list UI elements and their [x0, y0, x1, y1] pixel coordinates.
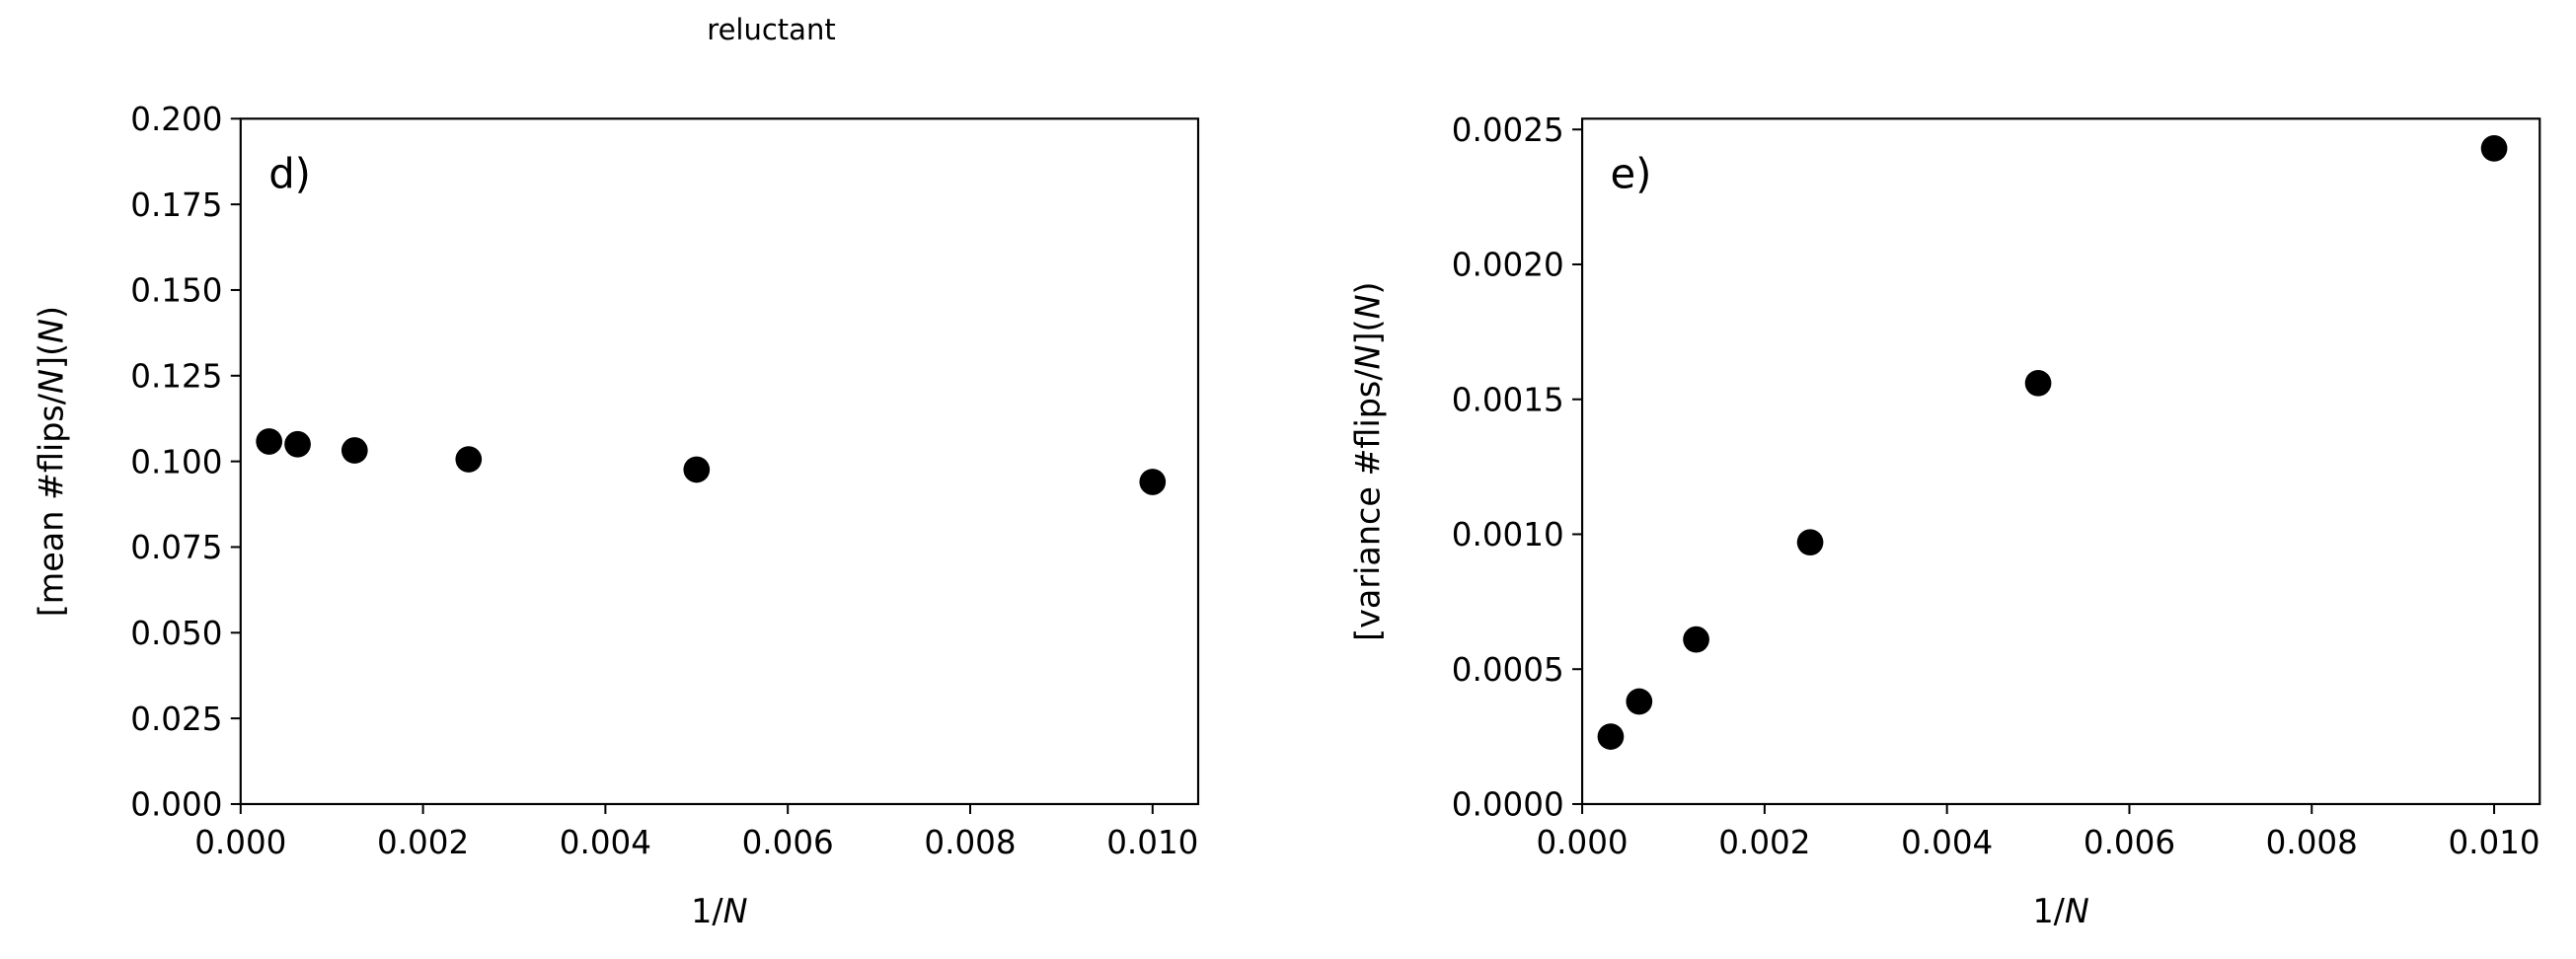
- y-tick-label: 0.100: [130, 443, 222, 480]
- figure-title: reluctant: [707, 13, 836, 46]
- data-point: [1626, 688, 1653, 715]
- x-axis-label: 1/N: [2032, 892, 2088, 930]
- data-point: [1683, 626, 1709, 653]
- y-tick-label: 0.075: [130, 529, 222, 566]
- x-tick-label: 0.008: [924, 824, 1016, 861]
- x-tick-label: 0.006: [742, 824, 834, 861]
- x-tick-label: 0.010: [2448, 824, 2539, 861]
- y-tick-label: 0.200: [130, 101, 222, 138]
- y-tick-label: 0.0020: [1452, 247, 1564, 284]
- data-point: [2480, 135, 2508, 162]
- y-tick-label: 0.0025: [1452, 111, 1564, 149]
- plot-frame: [239, 117, 1200, 806]
- x-tick-label: 0.010: [1106, 824, 1198, 861]
- x-axis-label: 1/N: [691, 892, 747, 930]
- x-tick-label: 0.000: [1536, 824, 1628, 861]
- chart-panel-e: 0.000 0.002 0.004 0.006 0.008 0.010 0.0000 0.00…: [1349, 111, 2541, 930]
- x-tick-label: 0.002: [377, 824, 469, 861]
- chart-panel-d: 0.000 0.002 0.004 0.006 0.008 0.010 0.000 0.025…: [32, 101, 1200, 930]
- y-axis-label: [variance #flips/N](N): [1349, 281, 1388, 640]
- y-tick-label: 0.150: [130, 272, 222, 310]
- x-tick-label: 0.000: [194, 824, 286, 861]
- data-point: [1796, 529, 1824, 556]
- data-point: [256, 428, 283, 455]
- x-tick-label: 0.004: [1901, 824, 1993, 861]
- data-point: [284, 430, 311, 458]
- x-tick-label: 0.002: [1718, 824, 1810, 861]
- x-tick-label: 0.006: [2084, 824, 2175, 861]
- y-tick-label: 0.125: [130, 357, 222, 395]
- y-tick-label: 0.0000: [1452, 786, 1564, 824]
- data-point: [2024, 369, 2052, 397]
- data-point: [683, 456, 711, 483]
- data-point: [1597, 723, 1625, 750]
- panel-label: d): [268, 149, 311, 197]
- panel-label: e): [1610, 149, 1651, 197]
- x-tick-label: 0.008: [2266, 824, 2358, 861]
- y-axis-label: [mean #flips/N](N): [32, 306, 70, 617]
- data-point: [341, 437, 368, 464]
- y-tick-label: 0.0010: [1452, 516, 1564, 553]
- plot-frame: [1580, 117, 2541, 806]
- data-point: [1139, 469, 1167, 495]
- y-tick-label: 0.000: [130, 786, 222, 824]
- y-tick-label: 0.0005: [1452, 651, 1564, 689]
- y-tick-label: 0.025: [130, 701, 222, 738]
- data-point: [455, 446, 483, 473]
- y-tick-label: 0.175: [130, 186, 222, 224]
- x-tick-label: 0.004: [560, 824, 651, 861]
- y-tick-label: 0.0015: [1452, 381, 1564, 418]
- y-tick-label: 0.050: [130, 615, 222, 652]
